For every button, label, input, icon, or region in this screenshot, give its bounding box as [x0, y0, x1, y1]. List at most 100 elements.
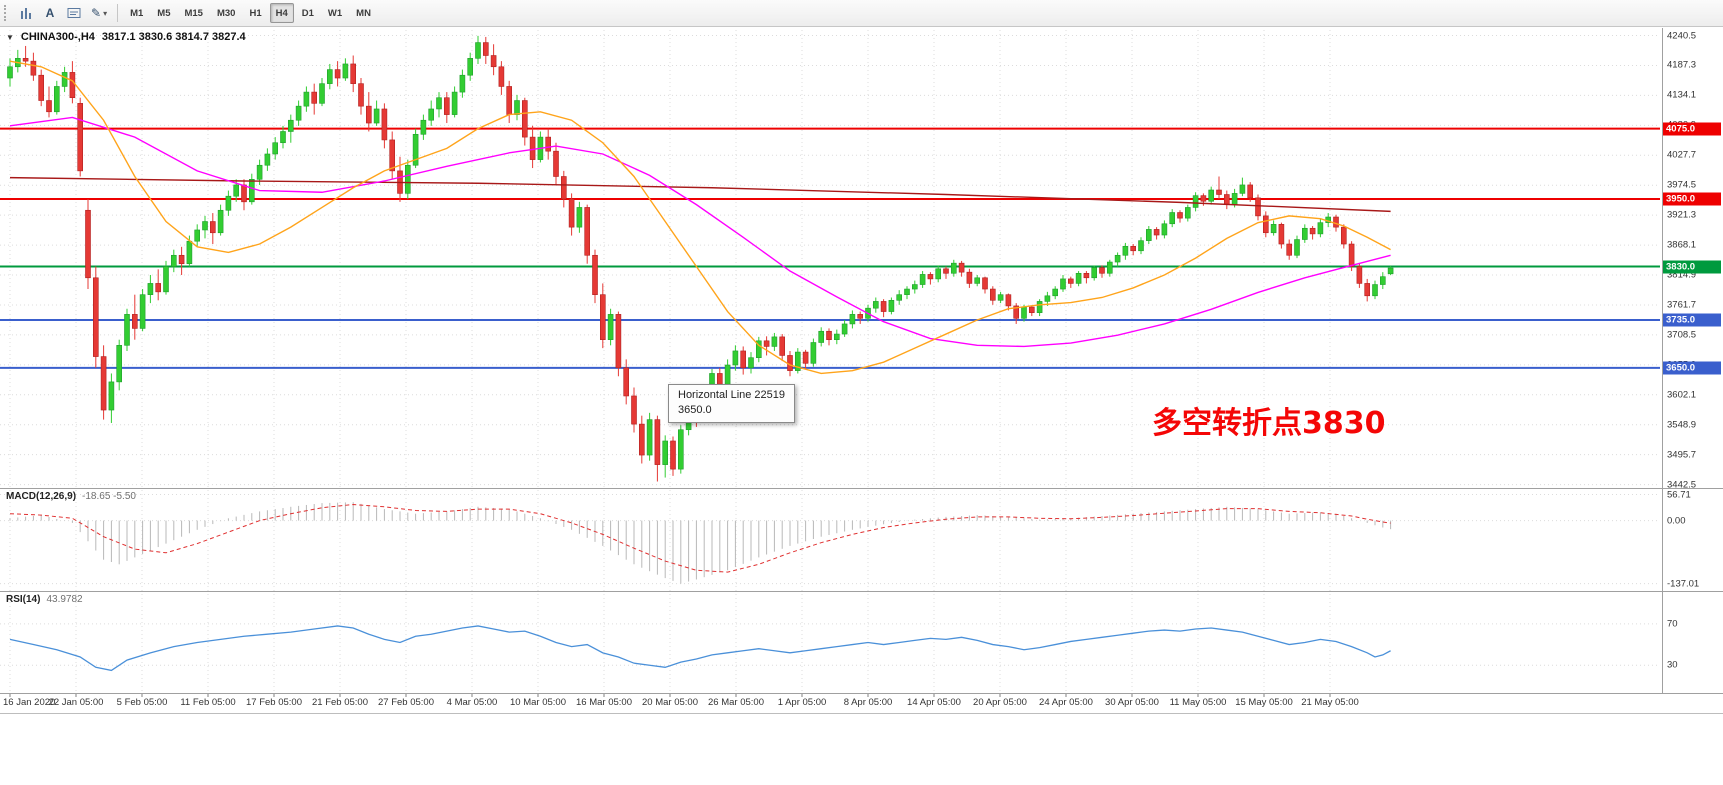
- candle-body: [1387, 267, 1394, 275]
- timeframe-m30-button[interactable]: M30: [211, 3, 241, 23]
- candle-body: [163, 266, 169, 293]
- chart-title: ▼ CHINA300-,H4 3817.1 3830.6 3814.7 3827…: [6, 31, 246, 43]
- text-tool-button[interactable]: A: [39, 3, 61, 23]
- candle-body: [467, 58, 474, 76]
- bar-chart-tool-button[interactable]: [15, 3, 37, 23]
- candle-body: [1122, 245, 1129, 256]
- candle-body: [1083, 272, 1090, 279]
- candle-body: [1356, 266, 1363, 284]
- candle-body: [1107, 261, 1113, 274]
- candle-body: [358, 83, 364, 107]
- candle-body: [1153, 229, 1160, 236]
- candle-body: [1333, 216, 1339, 228]
- candle-body: [46, 100, 52, 113]
- ma-mid-magenta: [9, 116, 1391, 348]
- candle-body: [958, 262, 965, 273]
- candle-body: [404, 164, 411, 194]
- candle-body: [334, 69, 341, 79]
- candle-body: [1068, 278, 1074, 284]
- candle-body: [116, 345, 122, 383]
- candle-body: [93, 277, 99, 357]
- collapse-panel-icon[interactable]: ▼: [6, 32, 14, 42]
- candle-body: [342, 63, 349, 79]
- timeframe-m15-button[interactable]: M15: [178, 3, 208, 23]
- candle-body: [950, 262, 957, 274]
- timeframe-h1-button[interactable]: H1: [243, 3, 267, 23]
- candle-body: [1309, 227, 1316, 235]
- chart-text-annotation[interactable]: 多空转折点3830: [1152, 406, 1386, 441]
- candle-body: [919, 274, 926, 285]
- candle-body: [849, 314, 856, 325]
- candle-body: [841, 323, 848, 335]
- candle-body: [631, 395, 637, 425]
- main-macd-separator[interactable]: [0, 488, 1723, 493]
- candle-body: [740, 350, 747, 369]
- candle-body: [794, 351, 801, 371]
- candle-body: [1138, 240, 1144, 252]
- candle-body: [326, 69, 333, 84]
- timeframe-m1-button[interactable]: M1: [124, 3, 149, 23]
- candle-body: [826, 330, 832, 340]
- label-tool-button[interactable]: [63, 3, 85, 23]
- candle-body: [638, 423, 645, 456]
- toolbar-grip[interactable]: [4, 5, 10, 21]
- candle-body: [124, 314, 130, 346]
- candle-body: [1044, 295, 1051, 302]
- draw-tools-dropdown[interactable]: ✎ ▾: [87, 3, 111, 23]
- candle-body: [943, 268, 949, 274]
- candle-body: [373, 108, 380, 124]
- candle-body: [506, 86, 513, 115]
- timeframe-w1-button[interactable]: W1: [322, 3, 348, 23]
- candle-body: [475, 42, 481, 59]
- candle-body: [989, 288, 996, 301]
- candle-body: [1185, 207, 1191, 219]
- candle-body: [1091, 267, 1097, 279]
- candle-body: [22, 58, 29, 62]
- timeframe-d1-button[interactable]: D1: [296, 3, 320, 23]
- candle-body: [857, 314, 864, 319]
- candle-body: [272, 142, 279, 155]
- candle-body: [132, 314, 138, 329]
- chart-bottom-border: [0, 713, 1723, 714]
- bar-chart-icon: [20, 7, 31, 19]
- timeframe-h4-button[interactable]: H4: [269, 3, 294, 23]
- candle-body: [1075, 272, 1082, 284]
- candle-body: [225, 195, 232, 211]
- candle-body: [1169, 212, 1175, 225]
- candle-body: [1216, 189, 1222, 195]
- candle-body: [646, 419, 653, 456]
- candle-body: [186, 240, 193, 265]
- timeframe-m5-button[interactable]: M5: [151, 3, 176, 23]
- candle-body: [451, 91, 458, 115]
- candle-body: [381, 108, 388, 141]
- candle-body: [599, 294, 606, 340]
- candle-body: [1255, 197, 1261, 217]
- candle-body: [1372, 284, 1378, 297]
- candle-body: [420, 119, 427, 135]
- candle-body: [763, 340, 770, 347]
- candle-body: [1224, 194, 1230, 205]
- candle-body: [443, 97, 450, 115]
- candle-body: [85, 209, 91, 279]
- candle-body: [194, 229, 200, 242]
- candle-body: [1294, 239, 1300, 256]
- rsi-header: RSI(14) 43.9782: [6, 594, 83, 605]
- candle-body: [1192, 195, 1199, 208]
- candle-body: [7, 66, 13, 79]
- candle-body: [615, 314, 622, 369]
- candle-body: [1200, 195, 1207, 202]
- macd-rsi-separator[interactable]: [0, 591, 1723, 596]
- price-axis-border[interactable]: [1662, 28, 1663, 693]
- ohlc-values: 3817.1 3830.6 3814.7 3827.4: [101, 31, 246, 43]
- tooltip-object-name: Horizontal Line 22519: [678, 389, 786, 401]
- candle-body: [1060, 278, 1066, 290]
- candle-body: [100, 356, 107, 411]
- candle-body: [560, 176, 567, 200]
- timeframe-mn-button[interactable]: MN: [350, 3, 377, 23]
- candle-body: [1114, 254, 1121, 263]
- candle-body: [428, 108, 435, 121]
- macd-signal-line: [9, 503, 1391, 573]
- candle-body: [365, 105, 372, 124]
- candle-body: [888, 299, 895, 312]
